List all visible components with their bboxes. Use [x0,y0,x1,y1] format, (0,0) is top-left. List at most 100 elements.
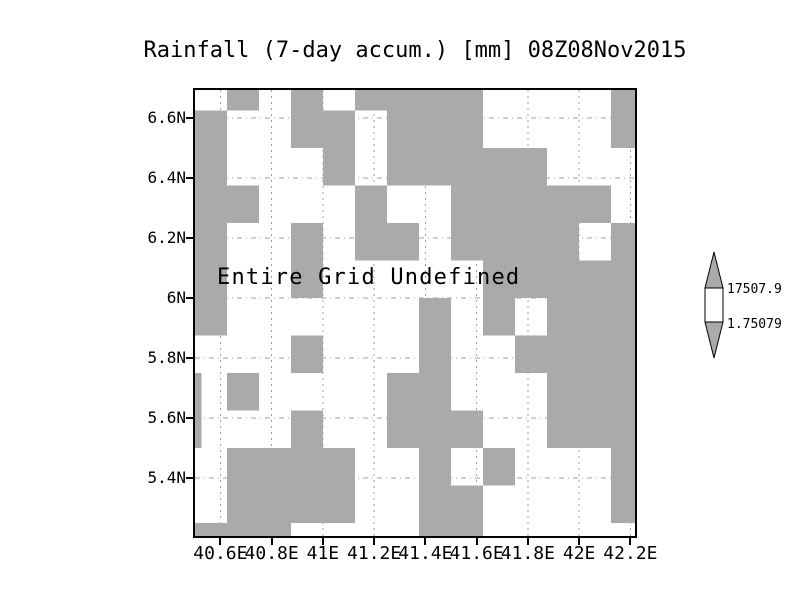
lat-tick-mark [186,476,193,479]
lon-tick-mark [526,538,529,545]
masked-grid-cell [195,110,227,148]
lat-tick-label: 5.4N [147,467,186,487]
colorbar-down-arrow [704,321,724,359]
lon-tick-mark [270,538,273,545]
masked-grid-cell [290,90,323,111]
masked-grid-cell [483,147,516,186]
lon-tick-mark [373,538,376,545]
masked-grid-cell [515,147,548,186]
masked-grid-cell [515,260,548,298]
lat-tick-mark [186,296,193,299]
lon-tick-mark [578,538,581,545]
masked-grid-cell [547,185,580,223]
masked-grid-cell [451,185,484,223]
masked-grid-cell [611,447,635,486]
lat-tick-label: 5.8N [147,347,186,367]
masked-grid-cell [611,90,635,111]
masked-grid-cell [451,222,484,261]
masked-grid-cell [354,185,387,223]
masked-grid-cell [579,335,612,373]
masked-grid-cell [611,297,635,336]
lat-tick-label: 6.4N [147,167,186,187]
masked-grid-cell [354,90,387,111]
colorbar [704,251,724,359]
masked-grid-cell [226,485,259,523]
lat-tick-mark [186,356,193,359]
plot-frame [193,88,637,538]
lon-tick-mark [219,538,222,545]
masked-grid-cell [386,372,419,411]
lon-tick-mark [321,538,324,545]
masked-grid-cell [226,90,259,111]
lat-tick-label: 6.2N [147,227,186,247]
masked-grid-cell [547,410,580,448]
lon-tick-label: 42.2E [603,543,658,564]
masked-grid-cell [611,260,635,298]
masked-grid-cell [386,222,419,261]
masked-grid-cell [386,90,419,111]
masked-grid-cell [515,185,548,223]
masked-grid-cell [611,335,635,373]
lon-tick-label: 41.6E [449,543,504,564]
colorbar-min-label: 1.75079 [727,317,782,332]
masked-grid-cell [290,410,323,448]
undefined-grid-message: Entire Grid Undefined [217,265,521,290]
masked-grid-cell [354,222,387,261]
masked-grid-cell [290,222,323,261]
masked-grid-cell [451,110,484,148]
masked-grid-cell-partial [195,410,202,448]
masked-grid-cell [515,222,548,261]
masked-grid-cell-partial [195,372,202,411]
masked-grid-cell [195,147,227,186]
masked-grid-cell [483,447,516,486]
masked-grid-cell [290,110,323,148]
masked-grid-cell [451,90,484,111]
masked-grid-cell [451,410,484,448]
masked-grid-cell [290,335,323,373]
masked-grid-cell [195,260,227,298]
masked-grid-cell [386,147,419,186]
masked-grid-cell [483,222,516,261]
lon-tick-label: 40.8E [244,543,299,564]
masked-grid-cell [322,110,355,148]
masked-grid-cell [290,485,323,523]
colorbar-range-box [704,287,724,323]
masked-grid-cell [579,185,612,223]
masked-grid-cell [418,147,452,186]
grid-heatmap [195,90,635,536]
masked-grid-cell [611,222,635,261]
lon-tick-label: 41E [306,543,340,564]
masked-grid-cell [418,110,452,148]
lat-tick-mark [186,116,193,119]
masked-grid-cell [195,522,227,536]
lon-tick-label: 41.8E [500,543,555,564]
masked-grid-cell [418,447,452,486]
masked-grid-cell [547,335,580,373]
masked-grid-cell [418,485,452,523]
lat-tick-label: 6N [166,287,186,307]
masked-grid-cell [322,147,355,186]
masked-grid-cell [451,522,484,536]
masked-grid-cell [195,185,227,223]
colorbar-max-label: 17507.9 [727,282,782,297]
masked-grid-cell [418,90,452,111]
masked-grid-cell [483,297,516,336]
masked-grid-cell [386,110,419,148]
masked-grid-cell [258,447,291,486]
lat-tick-mark [186,236,193,239]
lon-tick-mark [629,538,632,545]
masked-grid-cell [418,335,452,373]
masked-grid-cell [322,447,355,486]
masked-grid-cell [258,485,291,523]
masked-grid-cell [226,522,259,536]
masked-grid-cell [386,410,419,448]
lat-tick-mark [186,416,193,419]
masked-grid-cell [579,297,612,336]
masked-grid-cell [579,372,612,411]
masked-grid-cell [290,447,323,486]
lat-tick-label: 6.6N [147,107,186,127]
masked-grid-cell [290,260,323,298]
masked-grid-cell [611,110,635,148]
masked-grid-cell [611,372,635,411]
lon-tick-label: 41.4E [398,543,453,564]
